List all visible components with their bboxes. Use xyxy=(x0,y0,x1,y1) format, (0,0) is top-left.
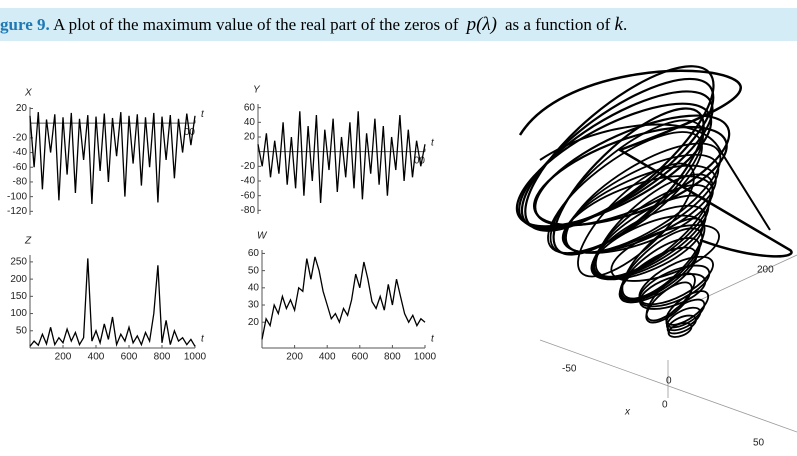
y-tick-label: -40 xyxy=(241,176,256,187)
trajectory-loop xyxy=(520,77,715,231)
caption-text: as a function of xyxy=(504,15,611,34)
y-tick-label: 60 xyxy=(244,102,256,113)
data-line xyxy=(29,258,196,348)
y-tick-label: -80 xyxy=(13,177,28,188)
y-tick-label: -20 xyxy=(13,132,28,143)
y-tick-label: 20 xyxy=(248,317,260,328)
data-line xyxy=(261,256,426,340)
x-tick-label: 600 xyxy=(121,352,138,363)
y-axis-label: Y xyxy=(253,85,261,96)
axis-3d xyxy=(539,339,797,433)
caption: gure 9. A plot of the maximum value of t… xyxy=(0,8,797,41)
y-tick-label: 40 xyxy=(244,117,256,128)
y-tick-label: -20 xyxy=(241,161,256,172)
data-line xyxy=(257,111,426,204)
trajectory-loop xyxy=(594,173,714,278)
trajectory-loop xyxy=(539,123,771,231)
y-tick-label: 100 xyxy=(10,308,27,319)
y-tick-label: 30 xyxy=(248,300,260,311)
caption-end: . xyxy=(622,15,628,34)
x-tick-label: 1000 xyxy=(414,352,437,363)
y-tick-label: -100 xyxy=(7,191,27,202)
y-tick-label: 150 xyxy=(10,291,27,302)
y-axis-label: W xyxy=(257,231,268,242)
y-tick-label: -60 xyxy=(241,190,256,201)
x-tick-label: 600 xyxy=(351,352,368,363)
y-tick-label: -80 xyxy=(241,205,256,216)
trajectory-loop xyxy=(645,281,693,324)
y-tick-label: 20 xyxy=(244,132,256,143)
x-tick-label: 200 xyxy=(55,352,72,363)
figure-label: gure 9. xyxy=(0,15,50,34)
trajectory-loop xyxy=(666,306,702,332)
y-tick-label: 50 xyxy=(248,265,260,276)
y-tick-label: 20 xyxy=(16,103,28,114)
axis-3d xyxy=(699,254,797,301)
y-tick-label: 60 xyxy=(248,248,260,259)
y-tick-label: -40 xyxy=(13,147,28,158)
y-axis-label: Z xyxy=(24,236,32,247)
trajectory-loop xyxy=(619,237,701,302)
trajectory-loop xyxy=(534,114,731,227)
data-line xyxy=(29,112,196,205)
x-axis-label: t xyxy=(431,137,435,148)
plot-3d xyxy=(515,65,797,433)
caption-text: A plot of the maximum value of the real … xyxy=(53,15,459,34)
y-tick-label: 200 xyxy=(10,274,27,285)
y-tick-label: -60 xyxy=(13,162,28,173)
x-axis-label: t xyxy=(201,334,205,345)
tick-label-3d: -50 xyxy=(562,364,577,375)
tick-label-3d: 0 xyxy=(666,376,672,387)
x-tick-label: 200 xyxy=(286,352,303,363)
x-axis-label: t xyxy=(431,334,435,345)
x-axis-label: t xyxy=(201,109,205,120)
trajectory-loop xyxy=(549,119,704,255)
trajectory-loop xyxy=(518,69,793,258)
y-tick-label: 50 xyxy=(16,325,28,336)
y-tick-label: 40 xyxy=(248,282,260,293)
trajectory-loop xyxy=(565,142,722,254)
x-tick-label: 400 xyxy=(319,352,336,363)
tick-label-3d: 200 xyxy=(757,265,774,276)
axis-label-3d: x xyxy=(624,407,631,418)
caption-var: k xyxy=(614,14,623,35)
tick-label-3d: 50 xyxy=(753,438,765,449)
y-axis-label: X xyxy=(24,88,32,99)
x-tick-label: 800 xyxy=(154,352,171,363)
x-tick-label: 1000 xyxy=(184,352,207,363)
trajectory-loop xyxy=(563,153,720,254)
caption-math: p(λ) xyxy=(466,14,497,35)
y-tick-label: 250 xyxy=(10,257,27,268)
trajectory-loop xyxy=(621,217,706,300)
x-tick-label: 400 xyxy=(88,352,105,363)
y-tick-label: -120 xyxy=(7,206,27,217)
x-tick-label: 800 xyxy=(384,352,401,363)
tick-label-3d: 0 xyxy=(662,400,668,411)
